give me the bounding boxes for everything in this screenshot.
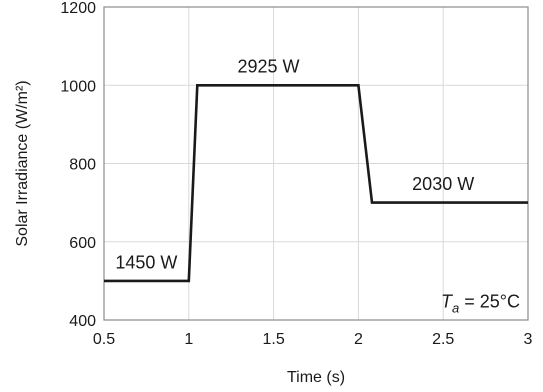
y-tick-label: 800 xyxy=(69,157,96,174)
y-tick-label: 1000 xyxy=(60,78,96,95)
ambient-temperature-subscript: a xyxy=(452,300,459,315)
x-tick-label: 1 xyxy=(184,331,193,348)
x-tick-label: 2.5 xyxy=(432,331,454,348)
ambient-temperature-note: Ta = 25°C xyxy=(441,291,520,315)
x-tick-label: 3 xyxy=(524,331,533,348)
power-annotation: 1450 W xyxy=(115,252,177,272)
ambient-temperature-symbol: T xyxy=(441,291,454,311)
tick-labels: 0.5 1 1.5 2 2.5 3 400 600 800 1000 1200 xyxy=(60,0,532,348)
y-tick-label: 600 xyxy=(69,235,96,252)
x-tick-label: 0.5 xyxy=(93,331,115,348)
y-axis-title: Solar Irradiance (W/m²) xyxy=(14,80,31,246)
x-tick-label: 1.5 xyxy=(262,331,284,348)
irradiance-series-line xyxy=(104,84,528,283)
x-tick-label: 2 xyxy=(354,331,363,348)
power-annotation: 2925 W xyxy=(237,57,299,77)
ambient-temperature-value: = 25°C xyxy=(459,291,520,311)
y-tick-label: 400 xyxy=(69,313,96,330)
plot-frame xyxy=(103,6,529,321)
annotations: 1450 W 2925 W 2030 W xyxy=(115,57,474,273)
x-axis-title: Time (s) xyxy=(287,369,345,386)
power-annotation: 2030 W xyxy=(412,174,474,194)
grid xyxy=(103,6,529,321)
y-tick-label: 1200 xyxy=(60,0,96,17)
